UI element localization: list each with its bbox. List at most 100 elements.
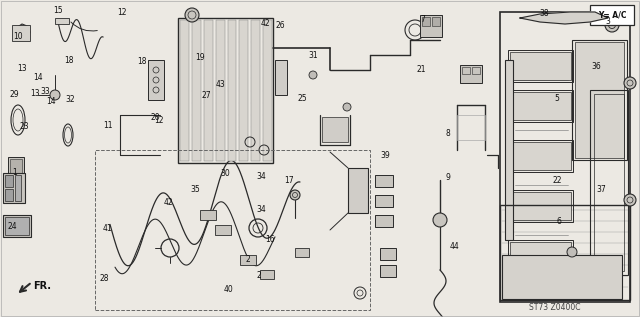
Bar: [500, 12, 630, 302]
Bar: [239, 20, 248, 161]
Bar: [508, 50, 573, 82]
Bar: [12, 25, 30, 41]
Bar: [594, 94, 624, 271]
Bar: [462, 67, 470, 74]
Text: 38: 38: [539, 9, 549, 18]
Text: 23: 23: [19, 122, 29, 131]
Text: 43: 43: [216, 81, 226, 89]
Circle shape: [290, 190, 300, 200]
Bar: [240, 255, 256, 265]
Bar: [375, 215, 393, 227]
Bar: [95, 150, 370, 310]
Bar: [572, 40, 627, 160]
Text: 22: 22: [552, 176, 561, 185]
Bar: [215, 225, 231, 235]
Circle shape: [624, 194, 636, 206]
Bar: [10, 159, 22, 173]
Text: 24: 24: [8, 222, 18, 231]
Bar: [380, 265, 396, 277]
Text: 7: 7: [420, 15, 425, 24]
Text: 12: 12: [117, 8, 126, 16]
Text: 8: 8: [445, 129, 451, 138]
Bar: [472, 67, 480, 74]
Bar: [180, 20, 189, 161]
Bar: [460, 65, 482, 83]
Text: 35: 35: [190, 185, 200, 194]
Text: 32: 32: [65, 95, 75, 104]
Text: 37: 37: [596, 185, 607, 194]
Circle shape: [433, 213, 447, 227]
Bar: [590, 90, 628, 275]
Text: 18: 18: [65, 56, 74, 65]
Text: 2: 2: [257, 271, 262, 280]
Circle shape: [50, 90, 60, 100]
Bar: [5, 189, 13, 201]
Bar: [510, 92, 571, 120]
Text: 3: 3: [605, 17, 611, 26]
Text: 44: 44: [449, 242, 460, 251]
Bar: [275, 60, 287, 95]
Bar: [457, 115, 485, 140]
Bar: [227, 20, 236, 161]
Bar: [575, 42, 624, 158]
Bar: [3, 173, 25, 203]
Bar: [510, 192, 571, 220]
Text: 28: 28: [100, 274, 109, 283]
Circle shape: [624, 77, 636, 89]
Bar: [178, 18, 273, 163]
Bar: [322, 117, 348, 142]
Bar: [375, 195, 393, 207]
Polygon shape: [520, 12, 608, 24]
Bar: [5, 175, 13, 187]
Bar: [15, 175, 21, 201]
Text: 42: 42: [260, 19, 271, 28]
Text: 13: 13: [17, 64, 28, 73]
Text: 21: 21: [417, 65, 426, 74]
Text: 13: 13: [30, 88, 40, 98]
Text: 12: 12: [154, 116, 163, 125]
Text: 39: 39: [380, 151, 390, 160]
Text: 2: 2: [245, 256, 250, 264]
Bar: [5, 217, 29, 235]
Text: 11: 11: [103, 121, 112, 130]
Bar: [204, 20, 212, 161]
Text: 6: 6: [556, 217, 561, 226]
Text: 15: 15: [52, 6, 63, 15]
Bar: [508, 90, 573, 122]
Bar: [375, 175, 393, 187]
Text: 10: 10: [13, 32, 23, 41]
Text: 40: 40: [223, 285, 234, 294]
Bar: [590, 5, 634, 25]
Bar: [55, 18, 69, 24]
Bar: [510, 242, 571, 270]
Text: 19: 19: [195, 53, 205, 61]
Bar: [192, 20, 201, 161]
Bar: [510, 142, 571, 170]
Bar: [380, 248, 396, 260]
Text: 29: 29: [9, 90, 19, 99]
Text: 31: 31: [308, 51, 319, 60]
Bar: [216, 20, 225, 161]
Text: 30: 30: [220, 169, 230, 178]
Bar: [260, 270, 274, 279]
Bar: [252, 20, 260, 161]
Bar: [420, 15, 442, 37]
Text: 18: 18: [138, 57, 147, 66]
Circle shape: [343, 103, 351, 111]
Circle shape: [185, 8, 199, 22]
Bar: [508, 140, 573, 172]
Circle shape: [567, 247, 577, 257]
Bar: [422, 17, 430, 26]
Text: 20: 20: [150, 113, 161, 122]
Text: 25: 25: [297, 94, 307, 103]
Bar: [508, 240, 573, 272]
Text: 14: 14: [46, 98, 56, 107]
Circle shape: [309, 71, 317, 79]
Bar: [263, 20, 272, 161]
Text: 34: 34: [256, 172, 266, 181]
Text: 1: 1: [12, 168, 17, 177]
Text: Y= A/C: Y= A/C: [598, 10, 627, 20]
Bar: [432, 17, 440, 26]
Text: 9: 9: [445, 173, 451, 182]
Bar: [200, 210, 216, 220]
